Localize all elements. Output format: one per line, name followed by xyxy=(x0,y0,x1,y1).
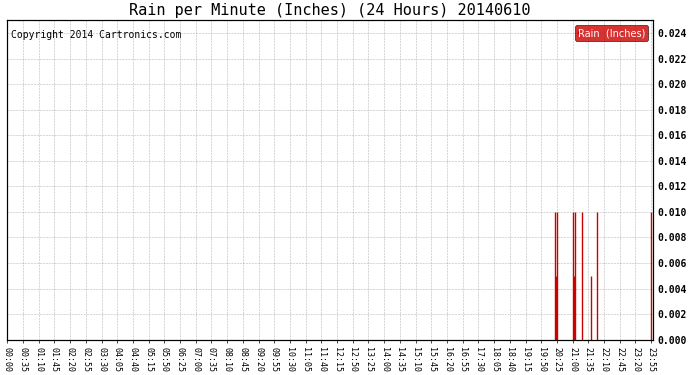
Text: Copyright 2014 Cartronics.com: Copyright 2014 Cartronics.com xyxy=(10,30,181,40)
Legend: Rain  (Inches): Rain (Inches) xyxy=(575,25,648,41)
Title: Rain per Minute (Inches) (24 Hours) 20140610: Rain per Minute (Inches) (24 Hours) 2014… xyxy=(130,3,531,18)
